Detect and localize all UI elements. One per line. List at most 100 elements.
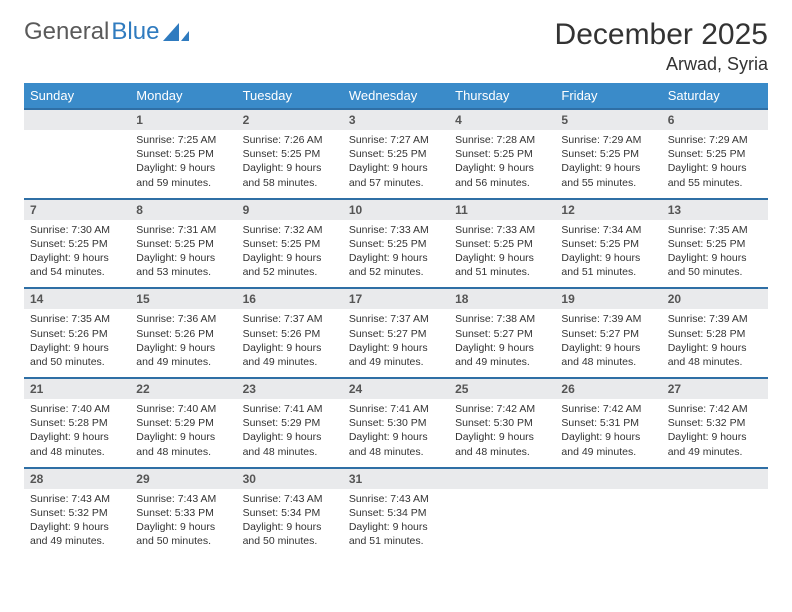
daylight-text-1: Daylight: 9 hours: [668, 161, 762, 175]
weekday-header: Wednesday: [343, 83, 449, 109]
daylight-text-2: and 50 minutes.: [136, 534, 230, 548]
sunset-text: Sunset: 5:25 PM: [349, 237, 443, 251]
day-content: [555, 489, 661, 557]
day-content: Sunrise: 7:39 AMSunset: 5:28 PMDaylight:…: [662, 309, 768, 378]
sunrise-text: Sunrise: 7:42 AM: [561, 402, 655, 416]
header: General Blue December 2025 Arwad, Syria: [24, 18, 768, 75]
day-content: Sunrise: 7:26 AMSunset: 5:25 PMDaylight:…: [237, 130, 343, 199]
daylight-text-2: and 52 minutes.: [243, 265, 337, 279]
brand-part1: General: [24, 18, 109, 46]
sunrise-text: Sunrise: 7:37 AM: [349, 312, 443, 326]
daylight-text-1: Daylight: 9 hours: [668, 341, 762, 355]
day-content: Sunrise: 7:39 AMSunset: 5:27 PMDaylight:…: [555, 309, 661, 378]
daylight-text-1: Daylight: 9 hours: [30, 251, 124, 265]
day-number: [449, 468, 555, 489]
day-number: 22: [130, 378, 236, 399]
sunrise-text: Sunrise: 7:33 AM: [349, 223, 443, 237]
daylight-text-2: and 49 minutes.: [30, 534, 124, 548]
day-content: Sunrise: 7:37 AMSunset: 5:27 PMDaylight:…: [343, 309, 449, 378]
day-content: Sunrise: 7:42 AMSunset: 5:30 PMDaylight:…: [449, 399, 555, 468]
daylight-text-1: Daylight: 9 hours: [561, 251, 655, 265]
sunrise-text: Sunrise: 7:29 AM: [561, 133, 655, 147]
day-content-row: Sunrise: 7:25 AMSunset: 5:25 PMDaylight:…: [24, 130, 768, 199]
daylight-text-2: and 48 minutes.: [349, 445, 443, 459]
daylight-text-1: Daylight: 9 hours: [243, 251, 337, 265]
day-number: [555, 468, 661, 489]
sunrise-text: Sunrise: 7:32 AM: [243, 223, 337, 237]
day-content: Sunrise: 7:43 AMSunset: 5:33 PMDaylight:…: [130, 489, 236, 557]
sunset-text: Sunset: 5:27 PM: [349, 327, 443, 341]
day-content: Sunrise: 7:30 AMSunset: 5:25 PMDaylight:…: [24, 220, 130, 289]
daylight-text-2: and 54 minutes.: [30, 265, 124, 279]
day-content: Sunrise: 7:32 AMSunset: 5:25 PMDaylight:…: [237, 220, 343, 289]
day-number: 21: [24, 378, 130, 399]
day-content-row: Sunrise: 7:40 AMSunset: 5:28 PMDaylight:…: [24, 399, 768, 468]
day-number-row: 123456: [24, 109, 768, 130]
sunrise-text: Sunrise: 7:40 AM: [136, 402, 230, 416]
sunset-text: Sunset: 5:27 PM: [455, 327, 549, 341]
sunset-text: Sunset: 5:32 PM: [668, 416, 762, 430]
daylight-text-2: and 49 minutes.: [136, 355, 230, 369]
day-number-row: 14151617181920: [24, 288, 768, 309]
day-content: [662, 489, 768, 557]
sunrise-text: Sunrise: 7:26 AM: [243, 133, 337, 147]
sunrise-text: Sunrise: 7:42 AM: [455, 402, 549, 416]
daylight-text-2: and 49 minutes.: [349, 355, 443, 369]
day-content: Sunrise: 7:42 AMSunset: 5:31 PMDaylight:…: [555, 399, 661, 468]
sunrise-text: Sunrise: 7:40 AM: [30, 402, 124, 416]
day-number: 14: [24, 288, 130, 309]
day-content: Sunrise: 7:33 AMSunset: 5:25 PMDaylight:…: [343, 220, 449, 289]
sunset-text: Sunset: 5:25 PM: [243, 237, 337, 251]
sunrise-text: Sunrise: 7:39 AM: [561, 312, 655, 326]
daylight-text-2: and 49 minutes.: [561, 445, 655, 459]
weekday-header: Tuesday: [237, 83, 343, 109]
daylight-text-1: Daylight: 9 hours: [455, 341, 549, 355]
sunset-text: Sunset: 5:33 PM: [136, 506, 230, 520]
day-number: 10: [343, 199, 449, 220]
sunrise-text: Sunrise: 7:28 AM: [455, 133, 549, 147]
day-content-row: Sunrise: 7:35 AMSunset: 5:26 PMDaylight:…: [24, 309, 768, 378]
day-number-row: 28293031: [24, 468, 768, 489]
daylight-text-2: and 48 minutes.: [561, 355, 655, 369]
sunset-text: Sunset: 5:25 PM: [455, 237, 549, 251]
sunrise-text: Sunrise: 7:41 AM: [243, 402, 337, 416]
sunset-text: Sunset: 5:25 PM: [561, 147, 655, 161]
day-number: 18: [449, 288, 555, 309]
day-number: 17: [343, 288, 449, 309]
day-number: 11: [449, 199, 555, 220]
sunset-text: Sunset: 5:29 PM: [243, 416, 337, 430]
day-number: 13: [662, 199, 768, 220]
sunset-text: Sunset: 5:26 PM: [243, 327, 337, 341]
day-content: Sunrise: 7:43 AMSunset: 5:34 PMDaylight:…: [237, 489, 343, 557]
day-number: 27: [662, 378, 768, 399]
sunset-text: Sunset: 5:25 PM: [136, 237, 230, 251]
day-content: Sunrise: 7:42 AMSunset: 5:32 PMDaylight:…: [662, 399, 768, 468]
day-number: 4: [449, 109, 555, 130]
day-content: Sunrise: 7:33 AMSunset: 5:25 PMDaylight:…: [449, 220, 555, 289]
day-content: Sunrise: 7:25 AMSunset: 5:25 PMDaylight:…: [130, 130, 236, 199]
day-content: Sunrise: 7:29 AMSunset: 5:25 PMDaylight:…: [662, 130, 768, 199]
daylight-text-1: Daylight: 9 hours: [455, 161, 549, 175]
daylight-text-1: Daylight: 9 hours: [455, 251, 549, 265]
day-content: Sunrise: 7:38 AMSunset: 5:27 PMDaylight:…: [449, 309, 555, 378]
sunset-text: Sunset: 5:28 PM: [30, 416, 124, 430]
daylight-text-2: and 48 minutes.: [455, 445, 549, 459]
sunset-text: Sunset: 5:25 PM: [349, 147, 443, 161]
weekday-header: Sunday: [24, 83, 130, 109]
calendar-body: 123456 Sunrise: 7:25 AMSunset: 5:25 PMDa…: [24, 109, 768, 556]
day-number: 5: [555, 109, 661, 130]
sunrise-text: Sunrise: 7:37 AM: [243, 312, 337, 326]
brand-logo: General Blue: [24, 18, 189, 46]
day-number: 26: [555, 378, 661, 399]
sunset-text: Sunset: 5:34 PM: [243, 506, 337, 520]
day-number: 1: [130, 109, 236, 130]
daylight-text-2: and 51 minutes.: [455, 265, 549, 279]
sunset-text: Sunset: 5:32 PM: [30, 506, 124, 520]
daylight-text-2: and 59 minutes.: [136, 176, 230, 190]
daylight-text-2: and 48 minutes.: [136, 445, 230, 459]
day-content: Sunrise: 7:43 AMSunset: 5:34 PMDaylight:…: [343, 489, 449, 557]
daylight-text-1: Daylight: 9 hours: [136, 251, 230, 265]
sunset-text: Sunset: 5:25 PM: [455, 147, 549, 161]
day-number: 30: [237, 468, 343, 489]
day-number: 16: [237, 288, 343, 309]
